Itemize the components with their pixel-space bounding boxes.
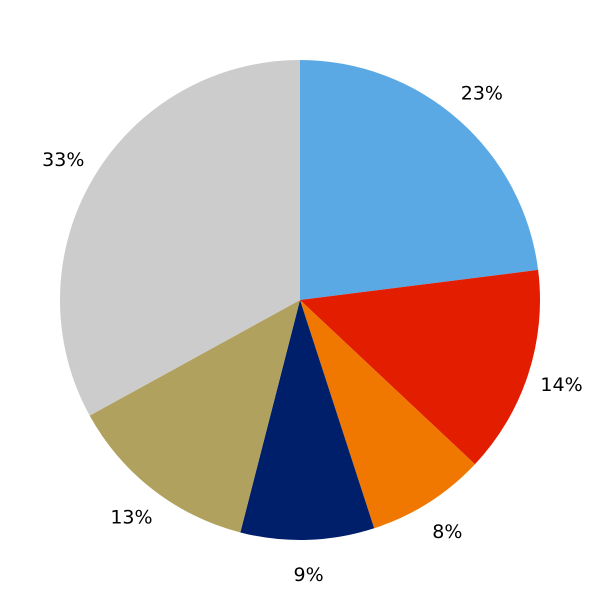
- slice-label: 8%: [432, 521, 462, 543]
- pie-slice: [300, 300, 475, 529]
- slice-label: 23%: [461, 83, 503, 105]
- slice-label: 13%: [110, 506, 152, 528]
- pie-slice: [300, 269, 540, 465]
- pie-slice: [59, 60, 300, 416]
- pie-slice: [300, 60, 539, 300]
- slice-label: 33%: [42, 149, 84, 171]
- slice-label: 14%: [540, 374, 582, 396]
- pie-slice: [240, 300, 375, 540]
- slice-label: 9%: [294, 564, 324, 586]
- pie-slice: [89, 300, 300, 533]
